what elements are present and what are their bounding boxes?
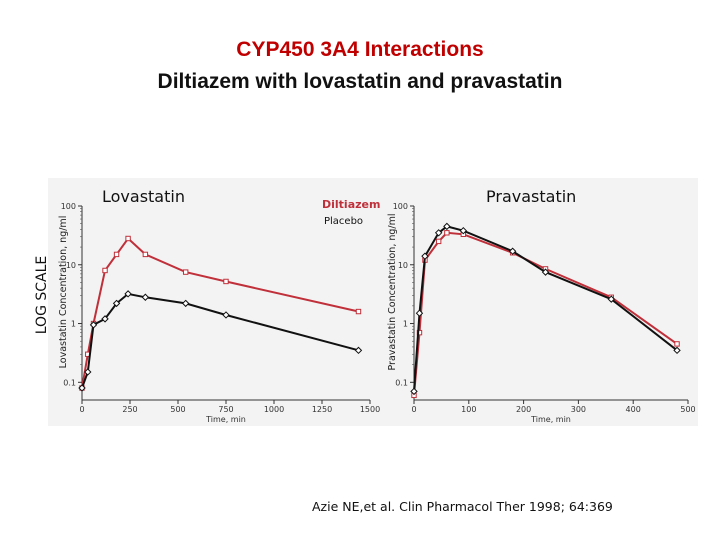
- legend-diltiazem: Diltiazem: [322, 198, 380, 211]
- lovastatin-placebo-point: [222, 311, 230, 319]
- x-tick-label: 750: [218, 405, 233, 414]
- pravastatin-placebo-point: [434, 229, 443, 237]
- pravastatin-placebo-point: [421, 252, 429, 260]
- lovastatin-placebo-point: [84, 368, 92, 376]
- lovastatin-diltiazem-point: [125, 235, 131, 242]
- y-tick-label: 10: [398, 261, 408, 270]
- slide-title: CYP450 3A4 Interactions: [236, 38, 484, 61]
- legend-placebo: Placebo: [324, 216, 363, 227]
- x-tick-label: 500: [680, 405, 695, 414]
- lovastatin-placebo-point: [78, 384, 86, 392]
- x-tick-label: 500: [170, 405, 185, 414]
- pravastatin-placebo-point: [607, 295, 615, 303]
- pravastatin-placebo-point: [459, 226, 468, 235]
- pravastatin-placebo-line: [413, 225, 678, 392]
- x-tick-label: 200: [516, 405, 531, 414]
- pravastatin-placebo-point: [410, 387, 418, 396]
- lovastatin-placebo-point: [354, 346, 363, 355]
- pravastatin-diltiazem-point: [435, 238, 442, 245]
- y-tick-label: 100: [61, 202, 76, 211]
- pravastatin-placebo-point: [541, 268, 550, 276]
- log-scale-label: LOG SCALE: [34, 256, 50, 335]
- x-tick-label: 1250: [312, 405, 332, 414]
- y-tick-label: 10: [66, 261, 76, 270]
- y-tick-label: 1: [71, 320, 76, 329]
- pravastatin-placebo-point: [443, 222, 451, 231]
- pravastatin-y-axis-label: Pravastatin Concentration, ng/ml: [387, 213, 398, 370]
- pravastatin-diltiazem-point: [674, 341, 680, 347]
- x-tick-label: 100: [461, 405, 476, 414]
- lovastatin-diltiazem-point: [223, 278, 229, 285]
- y-tick-label: 100: [393, 202, 408, 211]
- x-tick-label: 1500: [360, 405, 380, 414]
- figure-background: [48, 178, 698, 426]
- lovastatin-placebo-point: [124, 290, 132, 298]
- citation: Azie NE,et al. Clin Pharmacol Ther 1998;…: [312, 499, 613, 514]
- pravastatin-diltiazem-point: [444, 230, 450, 236]
- lovastatin-diltiazem-point: [102, 267, 108, 274]
- lovastatin-placebo-point: [89, 321, 98, 329]
- pravastatin-panel-title: Pravastatin: [486, 187, 577, 206]
- lovastatin-diltiazem-point: [142, 251, 149, 258]
- lovastatin-x-axis-label: Time, min: [205, 415, 246, 424]
- lovastatin-panel-title: Lovastatin: [102, 187, 185, 206]
- lovastatin-diltiazem-line: [81, 237, 359, 389]
- lovastatin-placebo-point: [141, 293, 150, 301]
- x-tick-label: 300: [571, 405, 586, 414]
- pravastatin-placebo-point: [508, 247, 517, 255]
- lovastatin-placebo-point: [101, 315, 109, 323]
- pravastatin-panel: 0.1 1 10 100 0 100 200 300 400 500 Time, min Pravas…: [387, 202, 696, 424]
- y-tick-label: 0.1: [63, 378, 76, 387]
- lovastatin-placebo-line: [81, 292, 359, 389]
- x-tick-label: 1000: [264, 405, 284, 414]
- pravastatin-x-axis-label: Time, min: [530, 415, 571, 424]
- lovastatin-diltiazem-point: [355, 308, 362, 315]
- x-tick-label: 250: [122, 405, 137, 414]
- y-tick-label: 1: [403, 320, 408, 329]
- lovastatin-y-axis-label: Lovastatin Concentration, ng/ml: [58, 216, 69, 369]
- lovastatin-placebo-point: [112, 299, 121, 308]
- lovastatin-diltiazem-point: [113, 251, 120, 258]
- log-scale-text: LOG SCALE: [34, 256, 50, 335]
- x-tick-label: 0: [411, 405, 416, 414]
- pravastatin-diltiazem-line: [413, 231, 678, 396]
- pravastatin-placebo-point: [673, 346, 681, 355]
- lovastatin-diltiazem-point: [182, 269, 189, 275]
- lovastatin-placebo-point: [181, 299, 190, 308]
- pravastatin-placebo-point: [415, 309, 424, 317]
- y-tick-label: 0.1: [395, 378, 408, 387]
- x-tick-label: 0: [79, 405, 84, 414]
- x-tick-label: 400: [626, 405, 641, 414]
- slide-subtitle: Diltiazem with lovastatin and pravastati…: [157, 70, 563, 93]
